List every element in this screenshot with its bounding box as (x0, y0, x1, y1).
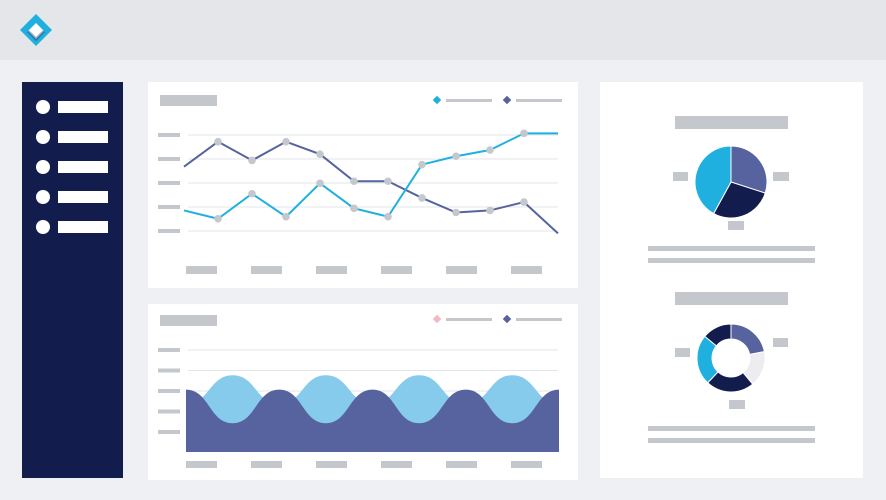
x-tick-placeholder (511, 266, 542, 274)
nav-dot-icon (36, 190, 50, 204)
slice (694, 145, 732, 215)
nav-dot-icon (36, 130, 50, 144)
slice-label-placeholder (729, 400, 745, 409)
line-chart-card (148, 82, 578, 288)
y-tick-placeholder (158, 229, 180, 233)
data-point (248, 156, 256, 165)
legend-label-placeholder (446, 99, 492, 102)
y-tick-placeholder (158, 157, 180, 161)
legend-label-placeholder (446, 318, 492, 321)
x-tick-placeholder (446, 461, 477, 468)
nav-dot-icon (36, 160, 50, 174)
data-point (282, 137, 290, 146)
data-point (452, 208, 460, 217)
donut-chart (675, 323, 788, 409)
x-tick-placeholder (511, 461, 542, 468)
data-point (384, 212, 392, 221)
y-tick-placeholder (158, 181, 180, 185)
legend-label-placeholder (516, 318, 562, 321)
slice-label-placeholder (773, 338, 788, 347)
x-tick-placeholder (381, 461, 412, 468)
data-point (486, 146, 494, 154)
nav-dot-icon (36, 100, 50, 114)
data-point (316, 150, 324, 158)
donut-caption-line (648, 426, 815, 431)
area-chart-card (148, 304, 578, 480)
slice-label-placeholder (728, 221, 744, 230)
slice (704, 323, 732, 347)
area-series-2 (186, 389, 559, 452)
nav-label-placeholder (58, 161, 108, 173)
nav-label-placeholder (58, 101, 108, 113)
line-chart (158, 129, 559, 274)
sidebar-item-3[interactable] (36, 160, 110, 174)
data-point (214, 214, 222, 223)
legend-item-slate[interactable] (502, 95, 564, 106)
data-point (418, 194, 426, 202)
donut-caption-line (648, 438, 815, 443)
pie-caption-line (648, 246, 815, 251)
data-point (282, 212, 290, 221)
sidebar-item-5[interactable] (36, 220, 110, 234)
data-point (384, 177, 392, 186)
x-tick-placeholder (251, 266, 282, 274)
donut-title-placeholder (675, 292, 788, 305)
data-point (316, 179, 324, 188)
card-title-placeholder (160, 95, 217, 106)
sidebar-item-1[interactable] (36, 100, 110, 114)
data-point (350, 204, 358, 213)
nav-label-placeholder (58, 191, 108, 203)
pie-title-placeholder (675, 116, 788, 129)
series-line-1 (183, 140, 559, 235)
data-point (520, 129, 528, 138)
y-tick-placeholder (158, 368, 180, 373)
y-tick-placeholder (158, 205, 180, 209)
y-tick-placeholder (158, 133, 180, 137)
pie-chart (673, 145, 789, 230)
nav-label-placeholder (58, 131, 108, 143)
sidebar-item-2[interactable] (36, 130, 110, 144)
slice-label-placeholder (773, 172, 789, 181)
x-tick-placeholder (381, 266, 412, 274)
y-tick-placeholder (158, 389, 180, 393)
area-chart (158, 348, 559, 468)
legend-item-pink[interactable] (432, 314, 494, 325)
y-tick-placeholder (158, 348, 180, 352)
diamond-logo-icon[interactable] (18, 12, 54, 48)
data-point (214, 137, 222, 146)
legend-item-slate[interactable] (502, 314, 564, 325)
series-line-2 (183, 132, 558, 220)
sidebar-item-4[interactable] (36, 190, 110, 204)
x-tick-placeholder (446, 266, 477, 274)
x-tick-placeholder (186, 461, 217, 468)
slice-label-placeholder (675, 348, 690, 357)
y-tick-placeholder (158, 409, 180, 414)
x-tick-placeholder (316, 266, 347, 274)
data-point (452, 152, 460, 161)
data-point (520, 198, 528, 206)
data-point (418, 160, 426, 169)
nav-label-placeholder (58, 221, 108, 233)
pie-caption-line (648, 258, 815, 263)
data-point (248, 189, 256, 198)
x-tick-placeholder (186, 266, 217, 274)
data-point (350, 177, 358, 186)
card-title-placeholder (160, 315, 217, 326)
legend-item-cyan[interactable] (432, 95, 494, 106)
slice (730, 323, 765, 356)
data-point (486, 206, 494, 215)
x-tick-placeholder (251, 461, 282, 468)
y-tick-placeholder (158, 430, 180, 434)
legend-label-placeholder (516, 99, 562, 102)
top-bar (0, 0, 886, 60)
slice (730, 145, 768, 194)
right-panel (600, 82, 863, 478)
slice-label-placeholder (673, 172, 688, 181)
nav-dot-icon (36, 220, 50, 234)
x-tick-placeholder (316, 461, 347, 468)
sidebar (22, 82, 123, 478)
